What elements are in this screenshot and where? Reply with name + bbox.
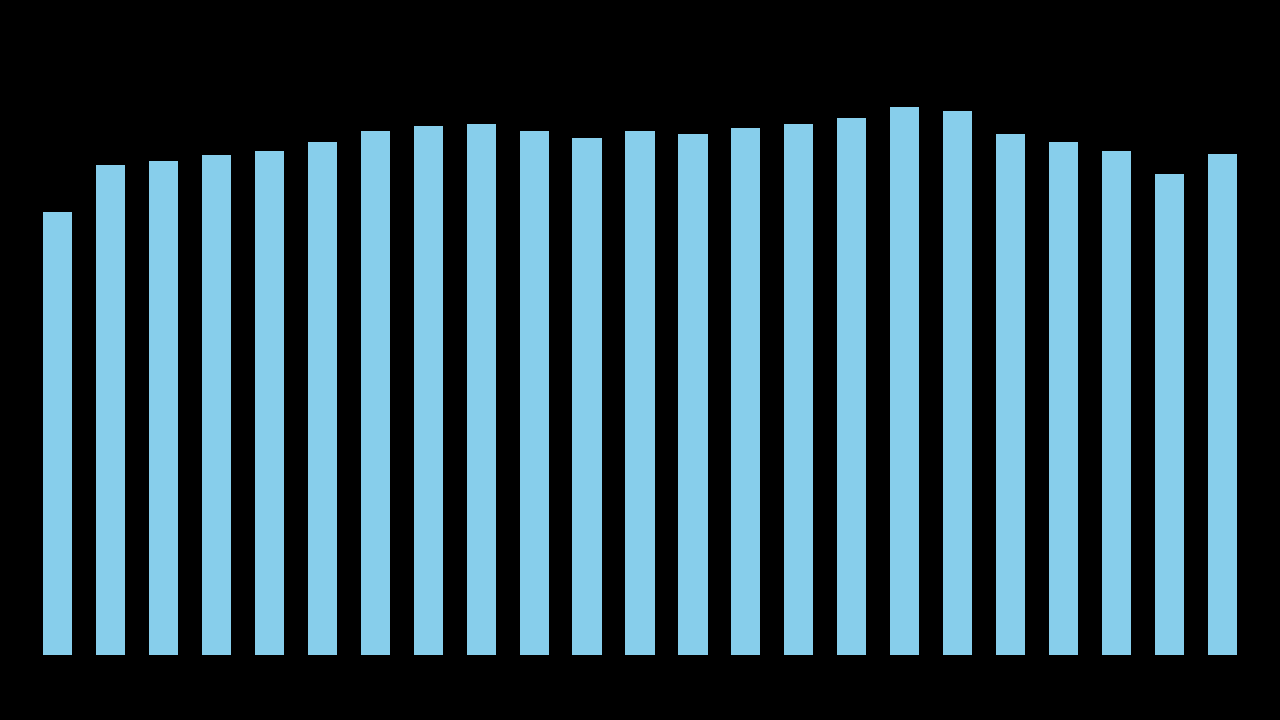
Bar (255, 151, 284, 655)
Bar (520, 131, 549, 655)
Bar (943, 111, 973, 655)
Bar (731, 128, 760, 655)
Bar (42, 212, 72, 655)
Bar (307, 142, 337, 655)
Bar (466, 125, 495, 655)
Bar (361, 131, 389, 655)
Bar (626, 131, 654, 655)
Bar (96, 165, 125, 655)
Bar (202, 156, 230, 655)
Bar (1050, 142, 1078, 655)
Bar (785, 125, 814, 655)
Bar (837, 117, 867, 655)
Bar (678, 134, 708, 655)
Bar (413, 126, 443, 655)
Bar (1208, 154, 1238, 655)
Bar (891, 107, 919, 655)
Bar (996, 134, 1025, 655)
Bar (572, 138, 602, 655)
Bar (1155, 174, 1184, 655)
Bar (148, 161, 178, 655)
Bar (1102, 151, 1132, 655)
